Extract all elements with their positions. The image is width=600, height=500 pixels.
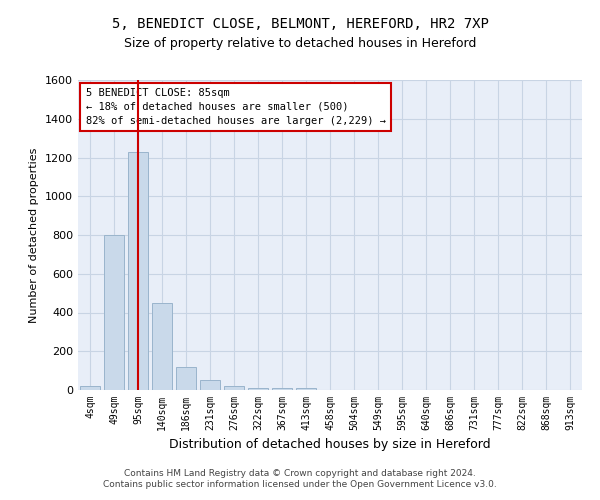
Bar: [248, 388, 268, 390]
Text: 5, BENEDICT CLOSE, BELMONT, HEREFORD, HR2 7XP: 5, BENEDICT CLOSE, BELMONT, HEREFORD, HR…: [112, 18, 488, 32]
Text: Size of property relative to detached houses in Hereford: Size of property relative to detached ho…: [124, 38, 476, 51]
Text: 5 BENEDICT CLOSE: 85sqm
← 18% of detached houses are smaller (500)
82% of semi-d: 5 BENEDICT CLOSE: 85sqm ← 18% of detache…: [86, 88, 386, 126]
X-axis label: Distribution of detached houses by size in Hereford: Distribution of detached houses by size …: [169, 438, 491, 452]
Text: Contains HM Land Registry data © Crown copyright and database right 2024.: Contains HM Land Registry data © Crown c…: [124, 468, 476, 477]
Bar: [152, 303, 172, 390]
Bar: [200, 380, 220, 390]
Y-axis label: Number of detached properties: Number of detached properties: [29, 148, 40, 322]
Bar: [104, 235, 124, 390]
Bar: [176, 367, 196, 390]
Bar: [272, 388, 292, 390]
Bar: [296, 388, 316, 390]
Bar: [80, 386, 100, 390]
Text: Contains public sector information licensed under the Open Government Licence v3: Contains public sector information licen…: [103, 480, 497, 489]
Bar: [224, 386, 244, 390]
Bar: [128, 152, 148, 390]
